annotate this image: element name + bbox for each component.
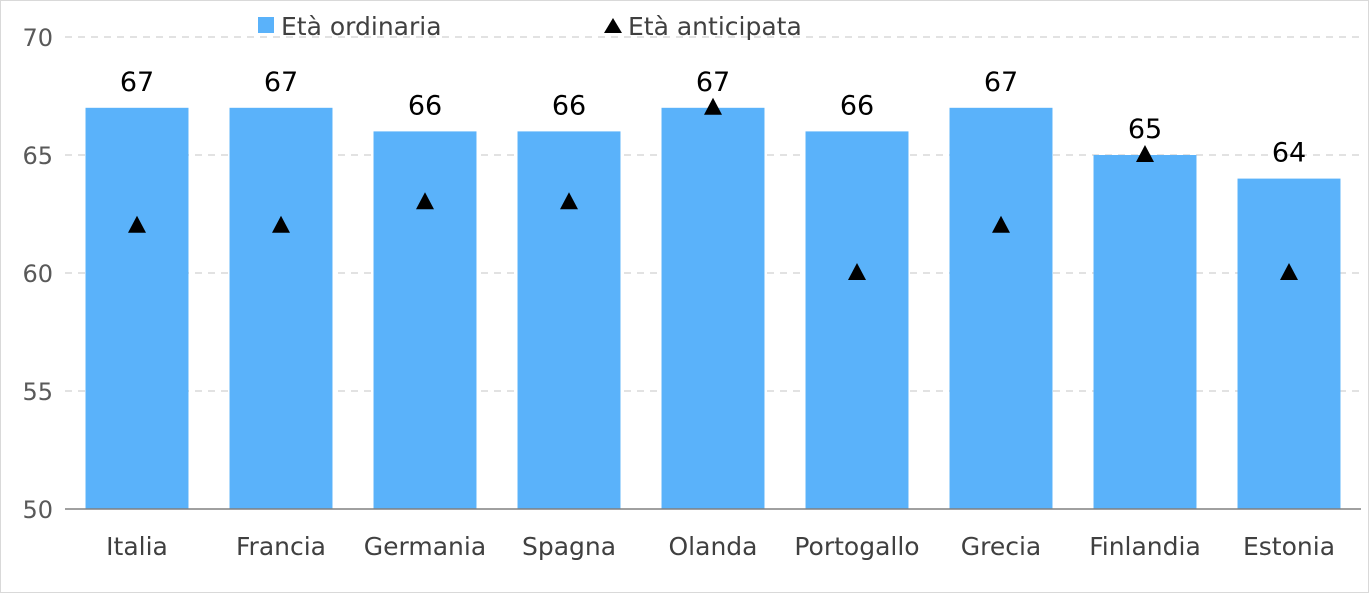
y-tick-label: 70: [22, 24, 53, 52]
x-tick-label: Finlandia: [1089, 532, 1201, 561]
x-tick-label: Portogallo: [794, 532, 919, 561]
data-label: 67: [984, 67, 1018, 98]
bars: [85, 107, 1341, 510]
legend-swatch-triangle-icon: [604, 18, 622, 33]
y-tick-label: 60: [22, 260, 53, 288]
triangle-marker-icon: [704, 97, 722, 115]
bar-estonia: [1237, 178, 1341, 509]
data-label: 66: [840, 90, 874, 121]
bar-olanda: [661, 107, 765, 510]
y-tick-label: 55: [22, 378, 53, 406]
markers: [128, 97, 1298, 280]
data-label: 67: [120, 67, 154, 98]
bar-italia: [85, 107, 189, 510]
x-tick-label: Germania: [364, 532, 486, 561]
triangle-marker-icon: [128, 215, 146, 233]
data-label: 65: [1128, 114, 1162, 145]
bar-francia: [229, 107, 333, 510]
x-tick-label: Italia: [106, 532, 168, 561]
triangle-marker-icon: [992, 215, 1010, 233]
triangle-marker-icon: [848, 263, 866, 280]
legend-label-bar: Età ordinaria: [281, 12, 442, 41]
triangle-marker-icon: [560, 192, 578, 210]
bar-germania: [373, 131, 477, 509]
x-tick-label: Olanda: [669, 532, 758, 561]
x-tick-label: Spagna: [522, 532, 616, 561]
data-label: 66: [552, 90, 586, 121]
data-label: 64: [1272, 138, 1306, 169]
legend-label-triangle: Età anticipata: [628, 12, 802, 41]
triangle-marker-icon: [1136, 145, 1154, 162]
data-label: 67: [696, 67, 730, 98]
data-label: 66: [408, 90, 442, 121]
labels: 50 55 60 65 70 67 Italia 67 Francia 66 Germania 66 S…: [22, 24, 1335, 561]
bar-finlandia: [1093, 155, 1197, 509]
x-tick-label: Francia: [236, 532, 326, 561]
bar-portogallo: [805, 131, 909, 509]
x-tick-label: Grecia: [961, 532, 1042, 561]
y-tick-label: 65: [22, 142, 53, 170]
triangle-marker-icon: [416, 192, 434, 210]
x-tick-label: Estonia: [1243, 532, 1335, 561]
triangle-marker-icon: [1280, 263, 1298, 280]
data-label: 67: [264, 67, 298, 98]
triangle-marker-icon: [272, 215, 290, 233]
legend: Età ordinaria Età anticipata: [258, 12, 802, 41]
bar-spagna: [517, 131, 621, 509]
bar-grecia: [949, 107, 1053, 510]
legend-swatch-bar: [258, 17, 274, 33]
y-tick-label: 50: [22, 496, 53, 524]
